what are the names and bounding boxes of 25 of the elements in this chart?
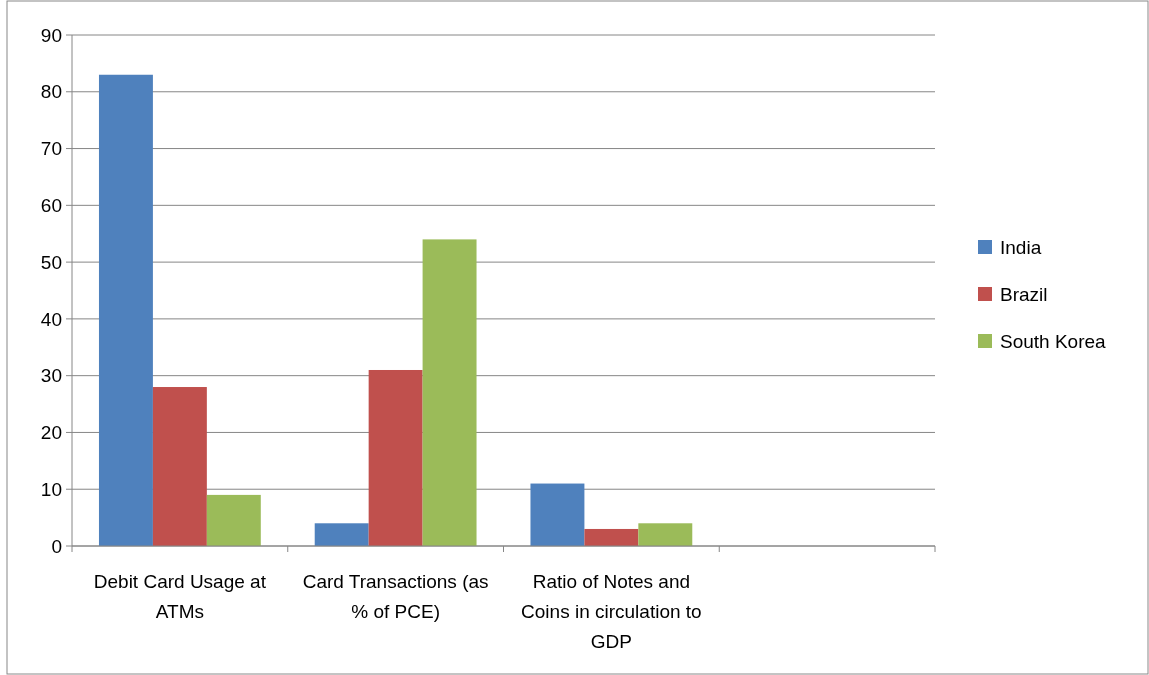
bar [314,523,369,546]
legend-label: Brazil [1000,283,1048,305]
bar [584,528,639,546]
y-tick-label: 60 [40,194,62,216]
y-tick-label: 10 [40,478,62,500]
x-tick-label: Ratio of Notes and Coins in circulation to GDP [521,571,702,652]
bar [530,483,585,546]
y-tick-label: 80 [40,81,62,103]
bar [422,239,477,546]
y-tick-label: 40 [40,308,62,330]
bar [98,74,153,546]
x-tick-label: Card Transactions (as % of PCE) [302,571,489,622]
bar [206,494,261,546]
bar [638,523,693,546]
x-tick-label: Debit Card Usage at ATMs [93,571,267,622]
y-tick-label: 70 [40,138,62,160]
bar [368,369,423,546]
legend-label: India [1000,236,1042,258]
y-tick-label: 90 [40,24,62,46]
bar [152,387,207,546]
legend-label: South Korea [1000,330,1107,352]
y-tick-label: 30 [40,365,62,387]
y-tick-label: 50 [40,251,62,273]
y-tick-label: 20 [40,422,62,444]
y-tick-label: 0 [51,535,62,557]
